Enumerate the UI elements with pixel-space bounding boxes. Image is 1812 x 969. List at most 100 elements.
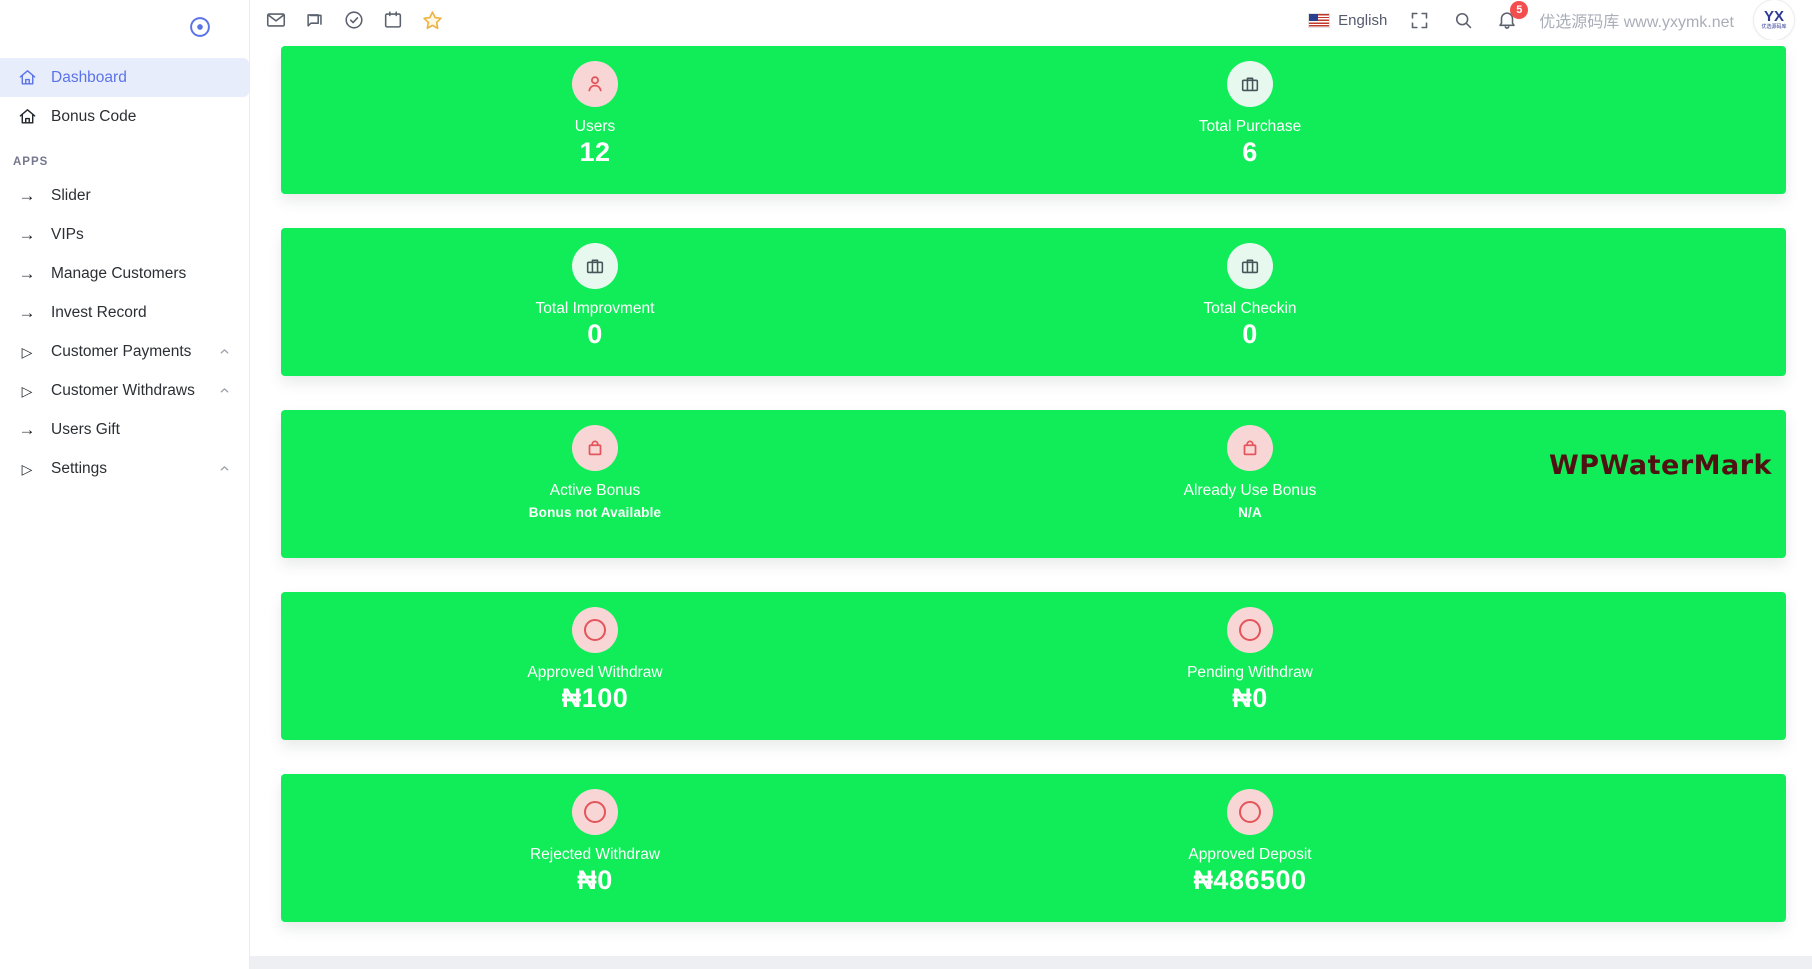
stat-row: Active Bonus Bonus not Available Already… <box>281 410 1786 558</box>
ring-icon <box>1227 789 1273 835</box>
sidebar-item-customer-withdraws[interactable]: ▷ Customer Withdraws <box>0 371 249 410</box>
shopping-bag-icon <box>1227 425 1273 471</box>
stat-rejected-withdraw: Rejected Withdraw ₦0 <box>281 774 909 922</box>
stat-label: Approved Deposit <box>1188 846 1312 863</box>
mail-icon[interactable] <box>264 8 288 32</box>
stat-users: Users 12 <box>281 46 909 194</box>
briefcase-icon <box>572 243 618 289</box>
chevron-up-icon <box>218 384 231 397</box>
stat-value: 0 <box>587 319 603 349</box>
stat-row: Users 12 Total Purchase 6 <box>281 46 1786 194</box>
topbar-left-icons <box>264 8 444 32</box>
stat-label: Active Bonus <box>549 482 641 499</box>
sidebar-item-label: Customer Withdraws <box>51 381 195 399</box>
topbar: English 5 优选源码库 www.yxymk. <box>250 0 1812 40</box>
notification-badge: 5 <box>1510 1 1529 19</box>
sidebar-item-invest-record[interactable]: → Invest Record <box>0 293 249 332</box>
stat-total-checkin: Total Checkin 0 <box>936 228 1564 376</box>
search-icon[interactable] <box>1451 8 1475 32</box>
calendar-icon[interactable] <box>381 8 405 32</box>
sidebar: Dashboard Bonus Code APPS → Slider → VIP… <box>0 0 250 969</box>
topbar-right: English 5 优选源码库 www.yxymk. <box>1309 0 1794 40</box>
stat-value: 12 <box>579 137 611 167</box>
arrow-right-icon: → <box>18 303 36 322</box>
sidebar-item-settings[interactable]: ▷ Settings <box>0 449 249 488</box>
sidebar-item-label: Users Gift <box>51 420 120 438</box>
sidebar-section-apps: APPS <box>13 156 49 168</box>
sidebar-item-label: Dashboard <box>51 68 127 86</box>
sidebar-item-bonus-code[interactable]: Bonus Code <box>0 97 249 136</box>
stat-row: Rejected Withdraw ₦0 Approved Deposit ₦4… <box>281 774 1786 922</box>
sidebar-item-customer-payments[interactable]: ▷ Customer Payments <box>0 332 249 371</box>
sidebar-item-label: Invest Record <box>51 303 147 321</box>
sidebar-item-users-gift[interactable]: → Users Gift <box>0 410 249 449</box>
sidebar-toggle-button[interactable] <box>187 14 213 40</box>
stat-value: ₦486500 <box>1193 865 1307 895</box>
arrow-right-icon: → <box>18 225 36 244</box>
stat-value: Bonus not Available <box>528 505 662 520</box>
home-icon <box>15 107 39 126</box>
stat-row: Approved Withdraw ₦100 Pending Withdraw … <box>281 592 1786 740</box>
user-icon <box>572 61 618 107</box>
arrow-right-icon: → <box>18 186 36 205</box>
stat-label: Total Improvment <box>535 300 655 317</box>
chevron-up-icon <box>218 462 231 475</box>
avatar[interactable]: YX 优选源码库 <box>1754 0 1794 40</box>
sidebar-header <box>0 0 249 54</box>
sidebar-item-slider[interactable]: → Slider <box>0 176 249 215</box>
chevron-up-icon <box>218 345 231 358</box>
us-flag-icon <box>1309 13 1330 27</box>
stat-pending-withdraw: Pending Withdraw ₦0 <box>936 592 1564 740</box>
sidebar-item-label: Bonus Code <box>51 107 137 125</box>
play-outline-icon: ▷ <box>21 460 33 477</box>
record-circle-icon <box>187 14 213 40</box>
stat-label: Already Use Bonus <box>1183 482 1317 499</box>
stat-value: 0 <box>1242 319 1258 349</box>
sidebar-item-label: Manage Customers <box>51 264 187 282</box>
sidebar-item-vips[interactable]: → VIPs <box>0 215 249 254</box>
avatar-logo-subtext: 优选源码库 <box>1761 24 1787 30</box>
chat-icon[interactable] <box>303 8 327 32</box>
ring-icon <box>572 789 618 835</box>
stat-value: ₦0 <box>1232 683 1268 713</box>
briefcase-icon <box>1227 243 1273 289</box>
sidebar-menu: Dashboard Bonus Code APPS → Slider → VIP… <box>0 54 249 488</box>
stat-label: Users <box>574 118 616 135</box>
stat-approved-deposit: Approved Deposit ₦486500 <box>936 774 1564 922</box>
stat-total-purchase: Total Purchase 6 <box>936 46 1564 194</box>
avatar-logo: YX <box>1763 8 1784 25</box>
dashboard-content: Users 12 Total Purchase 6 <box>250 40 1812 969</box>
main-area: English 5 优选源码库 www.yxymk. <box>250 0 1812 969</box>
stat-label: Pending Withdraw <box>1187 664 1313 681</box>
briefcase-icon <box>1227 61 1273 107</box>
sidebar-item-label: Customer Payments <box>51 342 192 360</box>
stat-approved-withdraw: Approved Withdraw ₦100 <box>281 592 909 740</box>
sidebar-item-label: Slider <box>51 186 91 204</box>
sidebar-item-label: VIPs <box>51 225 84 243</box>
stat-already-use-bonus: Already Use Bonus N/A <box>936 410 1564 558</box>
footer-band <box>250 956 1812 969</box>
sidebar-item-dashboard[interactable]: Dashboard <box>0 58 249 97</box>
arrow-right-icon: → <box>18 420 36 439</box>
shopping-bag-icon <box>572 425 618 471</box>
play-outline-icon: ▷ <box>21 382 33 399</box>
wp-watermark-overlay: WPWaterMark <box>1548 450 1772 481</box>
stat-label: Total Checkin <box>1203 300 1297 317</box>
star-icon[interactable] <box>420 8 444 32</box>
stat-value: ₦0 <box>577 865 613 895</box>
sidebar-item-manage-customers[interactable]: → Manage Customers <box>0 254 249 293</box>
language-selector[interactable]: English <box>1309 12 1387 29</box>
stat-label: Rejected Withdraw <box>529 846 661 863</box>
stat-active-bonus: Active Bonus Bonus not Available <box>281 410 909 558</box>
stat-value: ₦100 <box>561 683 629 713</box>
stat-total-improvment: Total Improvment 0 <box>281 228 909 376</box>
language-label: English <box>1338 11 1388 29</box>
notifications-button[interactable]: 5 <box>1495 1 1529 32</box>
ring-icon <box>1227 607 1273 653</box>
fullscreen-icon[interactable] <box>1407 8 1431 32</box>
play-outline-icon: ▷ <box>21 343 33 360</box>
stat-row: Total Improvment 0 Total Checkin 0 <box>281 228 1786 376</box>
ring-icon <box>572 607 618 653</box>
check-circle-icon[interactable] <box>342 8 366 32</box>
arrow-right-icon: → <box>18 264 36 283</box>
